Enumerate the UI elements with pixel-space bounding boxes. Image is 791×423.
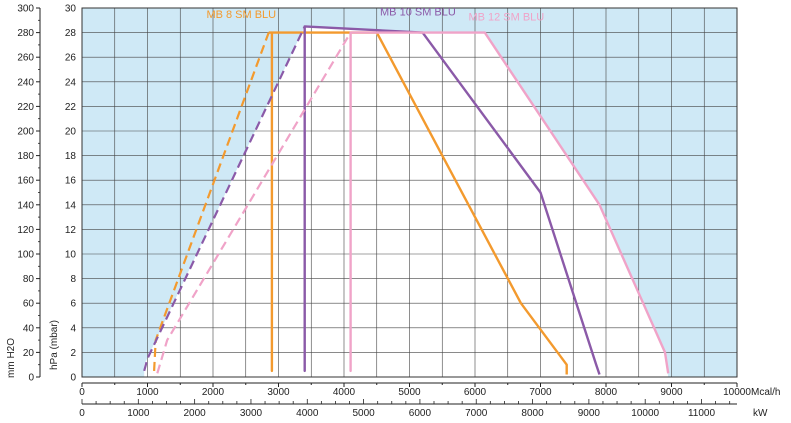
y-tick-label-mmh2o: 0 — [28, 373, 34, 384]
y-tick-label-hpa: 24 — [65, 77, 77, 88]
x-tick-label-mcal: 3000 — [267, 387, 290, 398]
y-tick-label-mmh2o: 80 — [23, 274, 35, 285]
x-tick-label-kw: 11000 — [688, 408, 716, 419]
y-tick-label-hpa: 30 — [65, 4, 77, 15]
y-tick-label-hpa: 6 — [70, 299, 76, 310]
x-tick-label-kw: 4000 — [296, 408, 319, 419]
series-1-solid-line — [268, 31, 568, 375]
y-tick-label-mmh2o: 140 — [17, 200, 34, 211]
x-tick-label-kw: 0 — [79, 408, 85, 419]
y-tick-label-mmh2o: 20 — [23, 348, 35, 359]
y-tick-label-hpa: 18 — [65, 151, 77, 162]
x-tick-label-mcal: 7000 — [529, 387, 552, 398]
y-tick-label-hpa: 12 — [65, 225, 77, 236]
y-tick-label-mmh2o: 160 — [17, 176, 34, 187]
y-tick-label-mmh2o: 60 — [23, 299, 35, 310]
chart-axes: 0246810121416182022242628300204060801001… — [17, 4, 751, 420]
x-tick-label-kw: 1000 — [127, 408, 150, 419]
x-tick-label-kw: 10000 — [631, 408, 659, 419]
y-tick-label-hpa: 22 — [65, 102, 77, 113]
series-1-label: MB 8 SM BLU — [206, 9, 276, 21]
y-tick-label-hpa: 2 — [70, 348, 76, 359]
y-tick-label-mmh2o: 260 — [17, 53, 34, 64]
y-tick-label-hpa: 26 — [65, 53, 77, 64]
y-tick-label-mmh2o: 200 — [17, 127, 34, 138]
x-tick-label-mcal: 4000 — [333, 387, 356, 398]
series-3-solid-line — [349, 31, 670, 374]
x-tick-label-kw: 8000 — [521, 408, 544, 419]
y-axis-title-mmh2o: mm H2O — [6, 338, 17, 378]
y-tick-label-mmh2o: 40 — [23, 323, 35, 334]
y-tick-label-hpa: 0 — [70, 373, 76, 384]
y-tick-label-mmh2o: 300 — [17, 4, 34, 15]
y-tick-label-mmh2o: 220 — [17, 102, 34, 113]
x-tick-label-kw: 5000 — [352, 408, 375, 419]
y-tick-label-hpa: 20 — [65, 127, 77, 138]
y-tick-label-mmh2o: 120 — [17, 225, 34, 236]
x-tick-label-mcal: 8000 — [595, 387, 618, 398]
plot-border — [81, 7, 738, 378]
x-tick-label-kw: 7000 — [465, 408, 488, 419]
series-2-label: MB 10 SM BLU — [380, 6, 456, 18]
series-3-dashed-line — [156, 32, 352, 374]
series-3-label: MB 12 SM BLU — [468, 11, 544, 23]
x-tick-label-mcal: 0 — [79, 387, 85, 398]
y-tick-label-hpa: 28 — [65, 28, 77, 39]
y-tick-label-mmh2o: 280 — [17, 28, 34, 39]
y-tick-label-hpa: 8 — [70, 274, 76, 285]
chart-series — [143, 25, 670, 375]
chart-grid — [81, 7, 738, 378]
x-tick-label-kw: 9000 — [578, 408, 601, 419]
envelope-area — [144, 26, 669, 377]
x-tick-label-mcal: 10000 — [723, 387, 751, 398]
x-tick-label-mcal: 5000 — [398, 387, 421, 398]
x-tick-label-mcal: 6000 — [464, 387, 487, 398]
x-tick-label-mcal: 1000 — [136, 387, 159, 398]
y-axis-title-hpa: hPa (mbar) — [49, 320, 60, 370]
y-tick-label-hpa: 14 — [65, 200, 77, 211]
y-tick-label-hpa: 10 — [65, 250, 77, 261]
x-tick-label-mcal: 9000 — [660, 387, 683, 398]
y-tick-label-hpa: 4 — [70, 323, 76, 334]
working-envelope — [144, 26, 669, 377]
y-tick-label-mmh2o: 100 — [17, 250, 34, 261]
y-tick-label-mmh2o: 180 — [17, 151, 34, 162]
x-axis-title-kw: kW — [753, 408, 768, 419]
x-axis-title-mcal: Mcal/h — [751, 387, 780, 398]
x-tick-label-kw: 2000 — [184, 408, 207, 419]
y-tick-label-mmh2o: 240 — [17, 77, 34, 88]
y-tick-label-hpa: 16 — [65, 176, 77, 187]
series-2-dashed-line — [143, 25, 306, 372]
x-tick-label-kw: 3000 — [240, 408, 263, 419]
x-tick-label-mcal: 2000 — [202, 387, 225, 398]
x-tick-label-kw: 6000 — [409, 408, 432, 419]
